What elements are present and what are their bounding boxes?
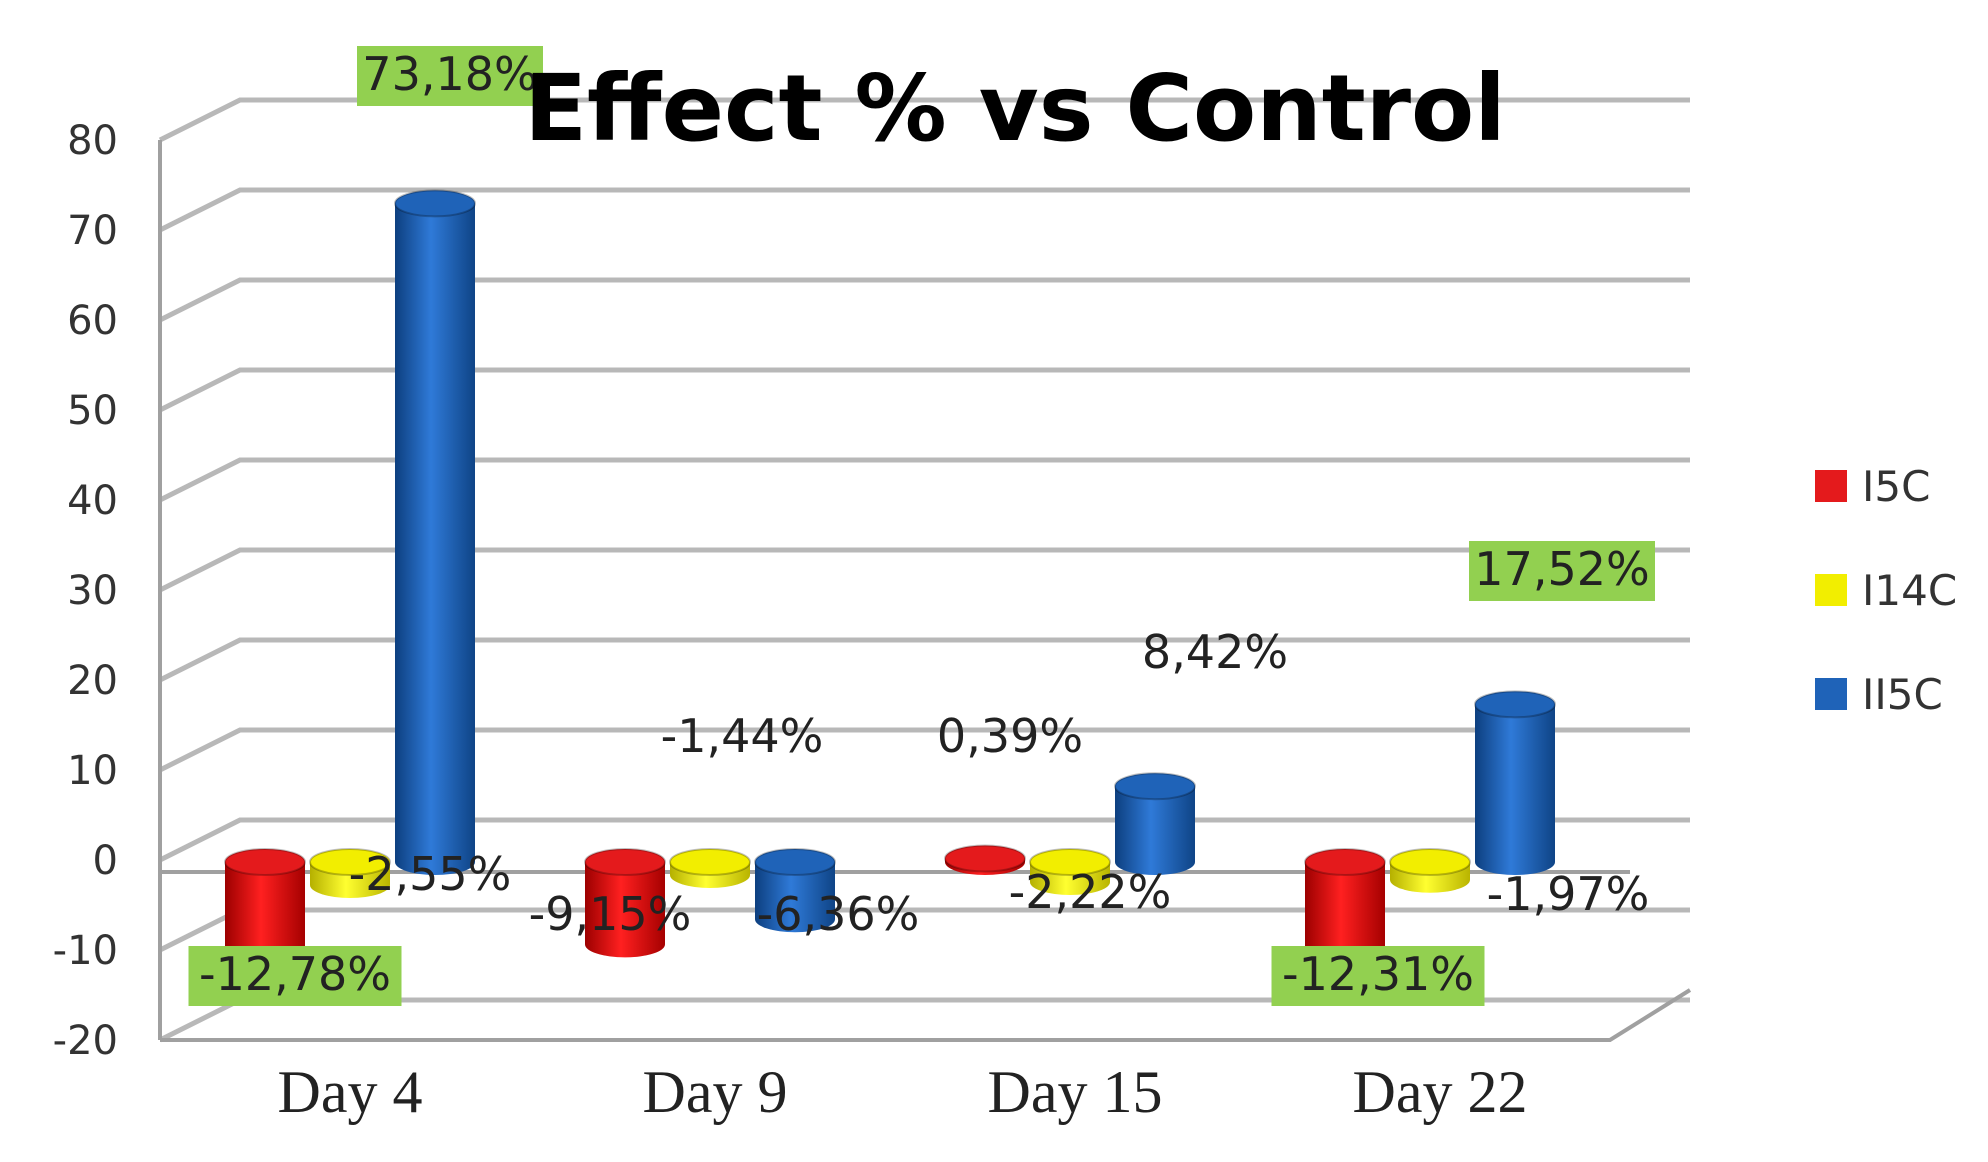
data-label: -2,22% [1009, 865, 1172, 919]
data-label: -12,78% [188, 946, 402, 1006]
bar-II5C-day-4 [394, 189, 476, 875]
bar-I14C-day-9 [669, 848, 751, 888]
x-category-label: Day 15 [988, 1059, 1163, 1125]
data-label-highlight [1469, 541, 1655, 601]
bar-I14C-day-22 [1389, 848, 1471, 893]
data-label-text: 0,39% [937, 709, 1083, 763]
data-label-text: -2,55% [349, 847, 512, 901]
data-label-text: -9,15% [529, 887, 692, 941]
data-label: -12,31% [1271, 946, 1485, 1006]
data-label-text: -6,36% [757, 887, 920, 941]
x-category-label: Day 4 [278, 1059, 423, 1125]
data-label-highlight [188, 946, 402, 1006]
legend-swatch [1815, 574, 1847, 606]
y-tick-label: 0 [93, 838, 118, 884]
y-tick-label: 60 [67, 298, 118, 344]
legend-swatch [1815, 470, 1847, 502]
y-axis-ticks: 80 70 60 50 40 30 20 10 0 -10 -20 [53, 118, 118, 1064]
bar-II5C-day-15 [1114, 772, 1196, 875]
data-label-text: -1,97% [1487, 867, 1650, 921]
gridline [158, 637, 1690, 683]
data-label-highlight [1271, 946, 1485, 1006]
legend-label: I14C [1862, 566, 1957, 615]
data-label-highlight [357, 46, 543, 106]
data-label: -1,97% [1487, 867, 1650, 921]
y-tick-label: 10 [67, 748, 118, 794]
y-tick-label: 80 [67, 118, 118, 164]
y-tick-label: 40 [67, 478, 118, 524]
data-label-text: 17,52% [1474, 542, 1649, 596]
gridline [158, 367, 1690, 413]
data-label: 8,42% [1142, 625, 1288, 679]
y-tick-label: 30 [67, 568, 118, 614]
bar-I5C-day-15 [944, 844, 1026, 875]
gridline [158, 97, 1690, 143]
y-tick-label: 50 [67, 388, 118, 434]
legend-item-ii5c: II5C [1815, 670, 1943, 719]
y-tick-label: -10 [53, 928, 118, 974]
legend-item-i5c: I5C [1815, 462, 1930, 511]
bar-I14C-day-15 [1029, 848, 1111, 895]
y-tick-label: 70 [67, 208, 118, 254]
data-label: -2,55% [349, 847, 512, 901]
gridline [158, 727, 1690, 773]
legend: I5C I14C II5C [1815, 462, 1957, 719]
y-tick-label: -20 [53, 1018, 118, 1064]
data-label: 17,52% [1469, 541, 1655, 601]
legend-swatch [1815, 678, 1847, 710]
y-tick-label: 20 [67, 658, 118, 704]
x-category-label: Day 22 [1353, 1059, 1528, 1125]
data-label-text: -12,78% [199, 947, 391, 1001]
gridline [158, 817, 1690, 863]
legend-label: II5C [1862, 670, 1943, 719]
x-category-label: Day 9 [643, 1059, 788, 1125]
data-labels: -12,78% -9,15% 0,39% -12,31% -2,55% -1,44% -2,… [188, 46, 1655, 1006]
floor-edge [160, 988, 1692, 1042]
data-label: -6,36% [757, 887, 920, 941]
x-axis-categories: Day 4 Day 9 Day 15 Day 22 [278, 1059, 1528, 1125]
data-label-text: -12,31% [1282, 947, 1474, 1001]
gridline [158, 547, 1690, 593]
data-label: -1,44% [661, 709, 824, 763]
bar-I14C-day-4 [309, 848, 391, 898]
gridline [158, 457, 1690, 503]
bar-II5C-day-22 [1474, 690, 1556, 875]
data-label-text: -1,44% [661, 709, 824, 763]
gridline [158, 907, 1690, 953]
data-label: 0,39% [937, 709, 1083, 763]
bar-I5C-day-9 [584, 848, 666, 958]
gridline [158, 187, 1690, 233]
data-label: -9,15% [529, 887, 692, 941]
gridline [158, 277, 1690, 323]
bar-II5C-day-9 [754, 848, 836, 933]
data-label-text: 8,42% [1142, 625, 1288, 679]
data-label-text: -2,22% [1009, 865, 1172, 919]
legend-label: I5C [1862, 462, 1930, 511]
legend-item-i14c: I14C [1815, 566, 1957, 615]
chart-title: Effect % vs Control [524, 55, 1506, 162]
data-label-text: 73,18% [362, 47, 537, 101]
data-label: 73,18% [357, 46, 543, 106]
